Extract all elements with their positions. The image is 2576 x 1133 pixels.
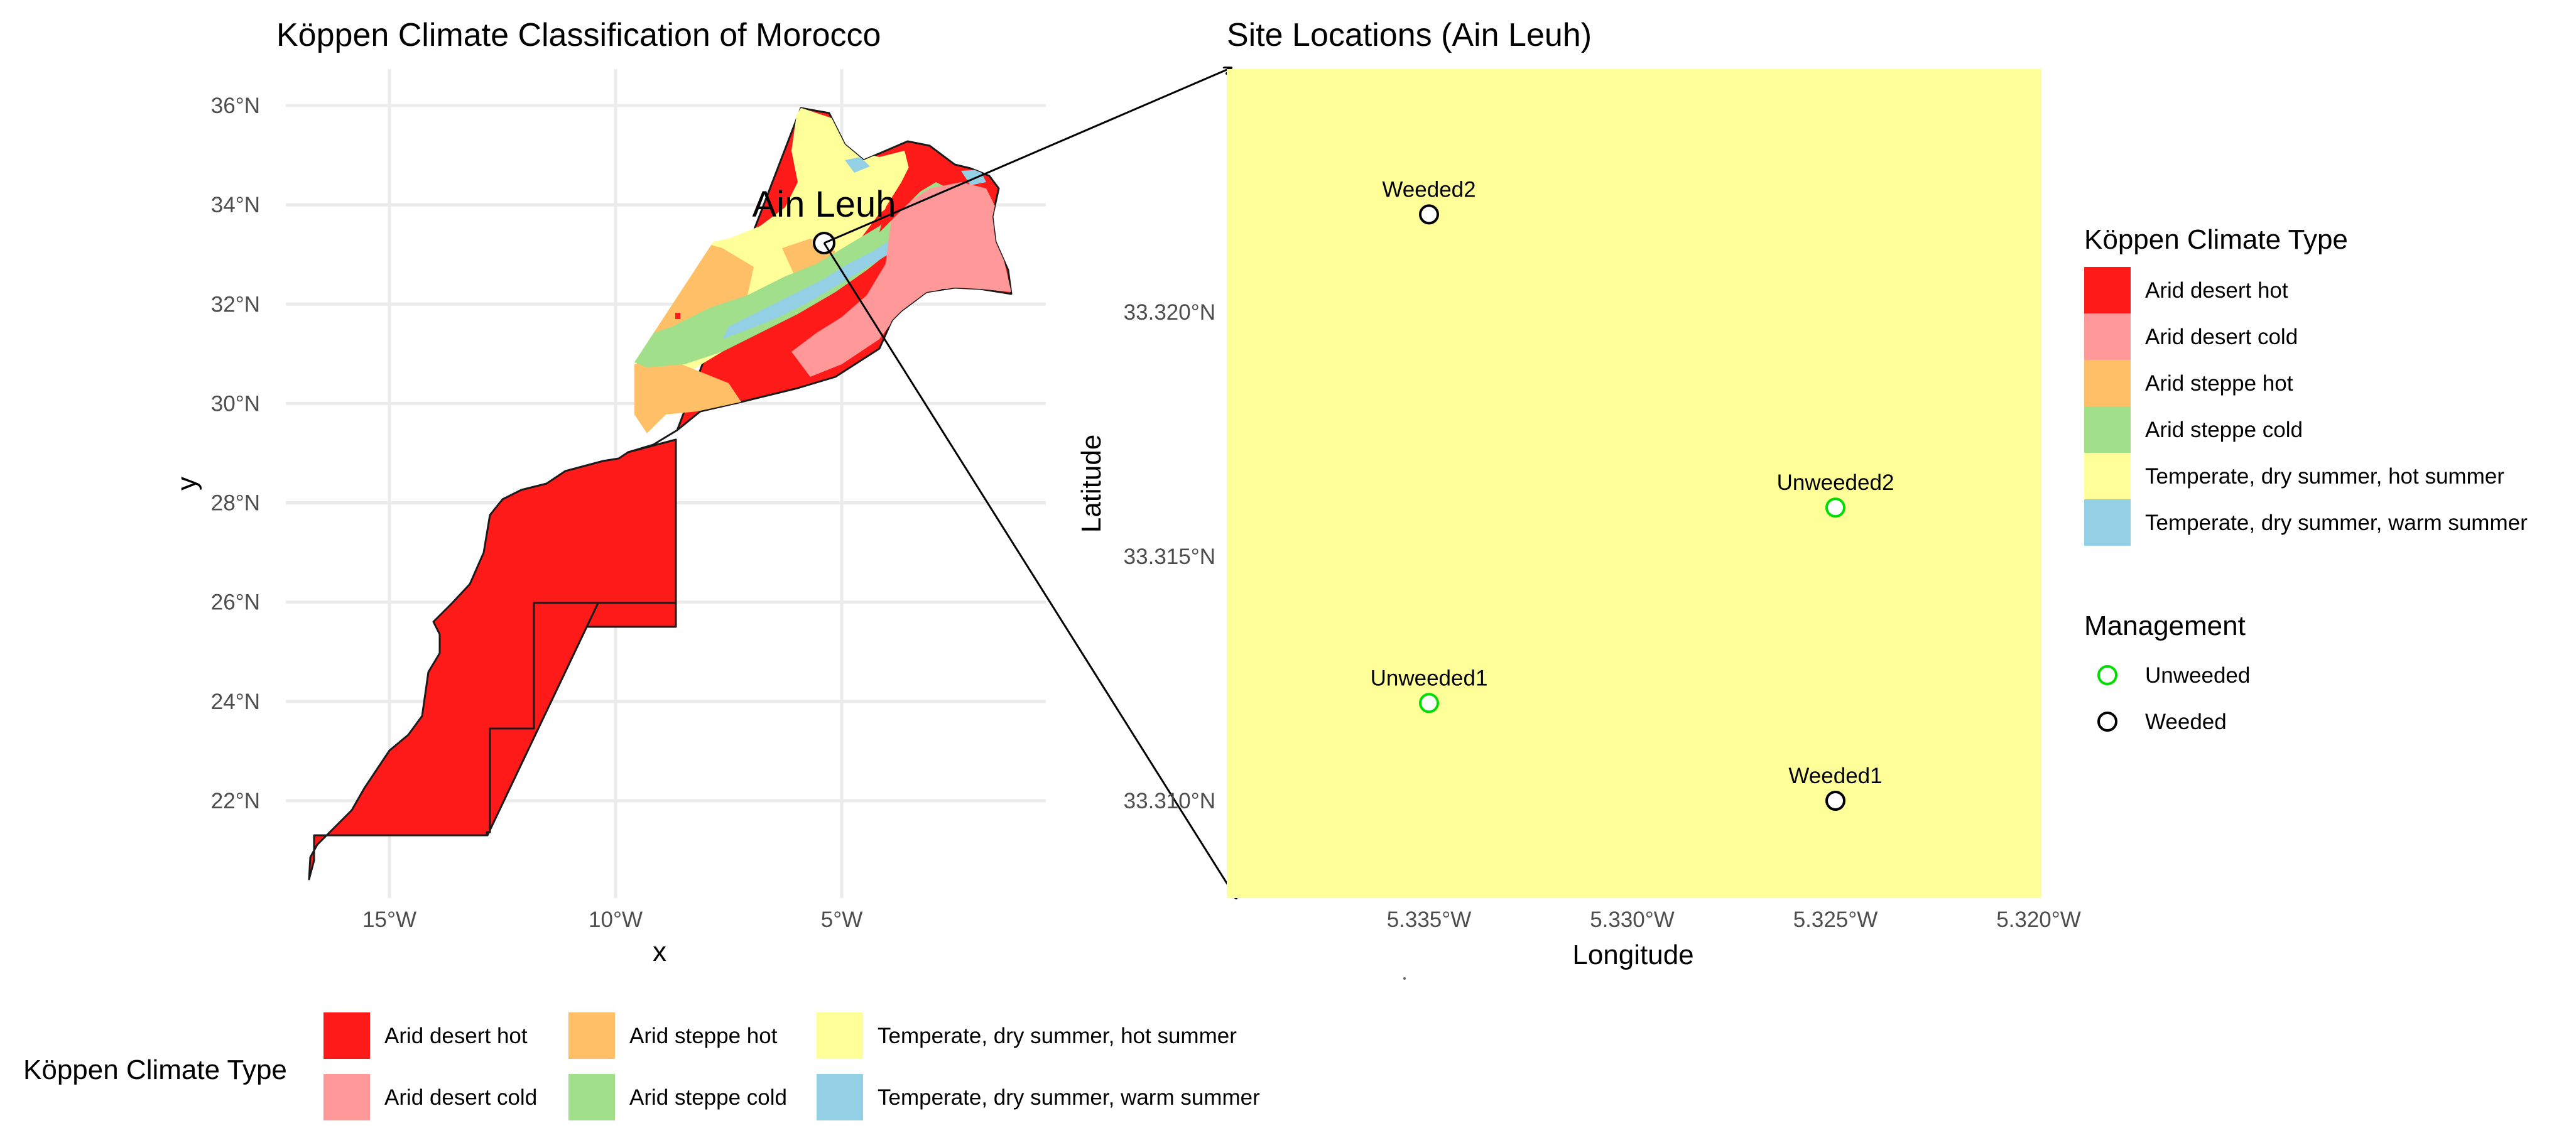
- bottom-legend-label: Arid steppe hot: [629, 1024, 778, 1048]
- bottom-legend-label: Arid desert hot: [384, 1024, 528, 1048]
- left-y-tick-label: 28°N: [211, 491, 260, 516]
- left-x-tick-label: 5°W: [821, 908, 863, 932]
- climate-legend-key: [2084, 267, 2131, 313]
- zone-desert-cold: [791, 182, 1011, 377]
- left-y-tick-label: 26°N: [211, 590, 260, 615]
- climate-legend-label: Arid desert cold: [2145, 325, 2298, 349]
- stray-dot: [1403, 977, 1406, 980]
- management-legend-title: Management: [2084, 610, 2246, 641]
- management-legend-label: Weeded: [2145, 710, 2227, 734]
- zone-desert-hot-dot: [675, 313, 680, 319]
- zone-temperate-warm-2: [845, 157, 870, 173]
- right-y-axis-title: Latitude: [1076, 435, 1107, 533]
- bottom-legend-key: [323, 1012, 370, 1059]
- site-point: [1419, 204, 1439, 225]
- climate-zones: [628, 108, 1011, 433]
- site-label: Weeded2: [1382, 177, 1475, 202]
- bottom-legend-label: Temperate, dry summer, warm summer: [878, 1085, 1260, 1110]
- sahara-region: [308, 438, 677, 881]
- right-y-tick-label: 33.315°N: [1124, 545, 1215, 569]
- climate-legend-key: [2084, 360, 2131, 406]
- left-y-tick-label: 22°N: [211, 789, 260, 813]
- right-x-tick-label: 5.330°W: [1590, 908, 1675, 932]
- bottom-legend: Arid desert hot Arid steppe hot Temperate,…: [323, 1012, 1260, 1120]
- climate-legend-key: [2084, 406, 2131, 453]
- zone-temperate-warm-3: [961, 170, 986, 185]
- management-legend-key: [2097, 665, 2117, 685]
- bottom-legend-label: Arid desert cold: [384, 1085, 537, 1110]
- climate-legend-title: Köppen Climate Type: [2084, 224, 2348, 255]
- bottom-legend-key: [568, 1012, 615, 1059]
- zone-steppe-cold: [631, 182, 955, 367]
- bottom-legend-label: Arid steppe cold: [629, 1085, 787, 1110]
- right-map-title: Site Locations (Ain Leuh): [1227, 17, 1592, 53]
- site-point: [1419, 693, 1439, 713]
- zone-temperate-warm-1: [722, 239, 898, 339]
- left-x-axis-title: x: [653, 936, 666, 967]
- site-point: [1825, 497, 1845, 518]
- site-label: Unweeded2: [1777, 470, 1894, 495]
- left-y-tick-label: 30°N: [211, 391, 260, 416]
- zone-steppe-hot-2: [634, 358, 741, 433]
- left-x-tick-label: 15°W: [362, 908, 416, 932]
- left-map-title: Köppen Climate Classification of Morocco: [276, 17, 881, 53]
- bottom-legend-key: [323, 1074, 370, 1120]
- climate-legend-label: Temperate, dry summer, warm summer: [2145, 511, 2528, 535]
- climate-legend-key: [2084, 313, 2131, 360]
- site-point: [1825, 791, 1845, 811]
- left-y-tick-label: 32°N: [211, 292, 260, 317]
- left-x-tick-label: 10°W: [589, 908, 643, 932]
- left-y-tick-label: 34°N: [211, 193, 260, 217]
- management-legend-key: [2097, 712, 2117, 732]
- ain-leuh-label: Ain Leuh: [753, 184, 896, 225]
- site-points: Weeded2 Unweeded2 Unweeded1 Weeded1: [1371, 177, 1894, 811]
- site-area-background: [1227, 69, 2041, 898]
- bottom-legend-title: Köppen Climate Type: [23, 1054, 287, 1085]
- right-x-tick-label: 5.335°W: [1387, 908, 1472, 932]
- left-y-tick-label: 24°N: [211, 690, 260, 714]
- climate-legend-label: Temperate, dry summer, hot summer: [2145, 464, 2504, 489]
- climate-legend-label: Arid steppe cold: [2145, 418, 2303, 442]
- climate-legend-label: Arid steppe hot: [2145, 371, 2293, 396]
- bottom-legend-key: [568, 1074, 615, 1120]
- climate-legend-key: [2084, 499, 2131, 546]
- right-y-tick-label: 33.310°N: [1124, 789, 1215, 813]
- climate-legend-label: Arid desert hot: [2145, 278, 2288, 303]
- right-y-tick-label: 33.320°N: [1124, 300, 1215, 325]
- left-y-tick-label: 36°N: [211, 94, 260, 118]
- right-x-tick-label: 5.320°W: [1996, 908, 2081, 932]
- left-y-axis-title: y: [171, 477, 202, 491]
- site-label: Unweeded1: [1371, 666, 1488, 690]
- connector-arrow-bottom: [823, 242, 1236, 898]
- climate-legend-key: [2084, 453, 2131, 499]
- morocco-map: [308, 107, 1013, 881]
- site-label: Weeded1: [1788, 764, 1882, 788]
- climate-legend: Arid desert hot Arid desert cold Arid step…: [2084, 267, 2528, 546]
- right-x-tick-label: 5.325°W: [1793, 908, 1878, 932]
- management-legend: Unweeded Weeded: [2097, 663, 2250, 734]
- bottom-legend-key: [817, 1074, 863, 1120]
- right-map-ticks: 5.335°W 5.330°W 5.325°W 5.320°W 33.320°N 33.3…: [1124, 300, 2081, 932]
- bottom-legend-key: [817, 1012, 863, 1059]
- bottom-legend-label: Temperate, dry summer, hot summer: [878, 1024, 1237, 1048]
- management-legend-label: Unweeded: [2145, 663, 2250, 688]
- connector-arrow-top: [823, 68, 1231, 244]
- right-x-axis-title: Longitude: [1572, 940, 1693, 970]
- left-map-ticks: 15°W 10°W 5°W 36°N 34°N 32°N 30°N 28°N 26°N 24°N 2…: [211, 94, 862, 932]
